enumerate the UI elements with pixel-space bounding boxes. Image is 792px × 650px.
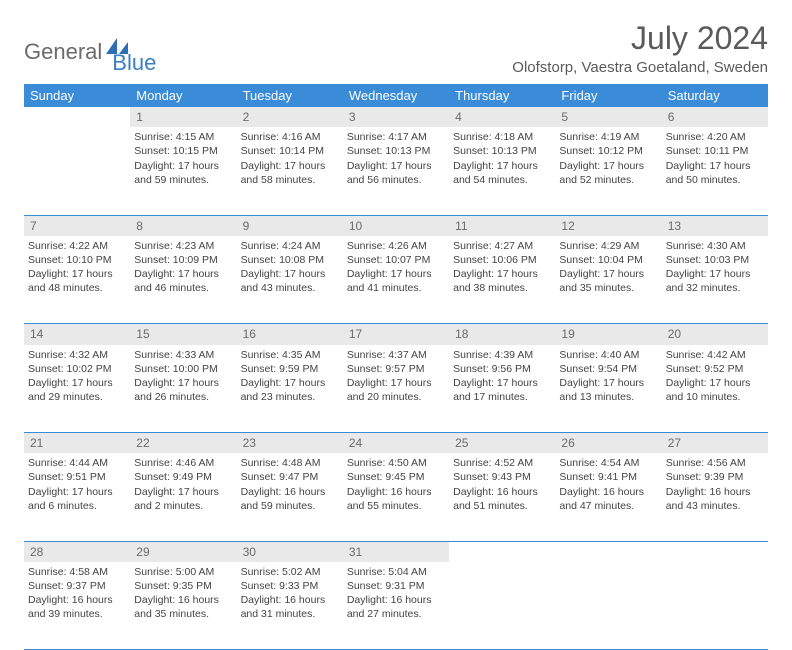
day-info-cell: Sunrise: 4:52 AMSunset: 9:43 PMDaylight:… — [449, 453, 555, 541]
day-info-cell: Sunrise: 4:58 AMSunset: 9:37 PMDaylight:… — [24, 562, 130, 650]
day-info-cell: Sunrise: 4:19 AMSunset: 10:12 PMDaylight… — [555, 127, 661, 215]
day-number-cell: 29 — [130, 541, 236, 562]
day-number-cell: 21 — [24, 433, 130, 454]
day-info-cell: Sunrise: 4:48 AMSunset: 9:47 PMDaylight:… — [237, 453, 343, 541]
day-info-cell: Sunrise: 4:40 AMSunset: 9:54 PMDaylight:… — [555, 345, 661, 433]
weekday-header-row: Sunday Monday Tuesday Wednesday Thursday… — [24, 84, 768, 107]
day-info-cell: Sunrise: 4:16 AMSunset: 10:14 PMDaylight… — [237, 127, 343, 215]
day-info-cell: Sunrise: 4:24 AMSunset: 10:08 PMDaylight… — [237, 236, 343, 324]
day-number-cell: 19 — [555, 324, 661, 345]
day-info-cell: Sunrise: 4:26 AMSunset: 10:07 PMDaylight… — [343, 236, 449, 324]
day-info-cell — [449, 562, 555, 650]
day-number-cell — [662, 541, 768, 562]
day-number-row: 78910111213 — [24, 215, 768, 236]
weekday-header: Saturday — [662, 84, 768, 107]
location-text: Olofstorp, Vaestra Goetaland, Sweden — [512, 59, 768, 76]
day-info-row: Sunrise: 4:58 AMSunset: 9:37 PMDaylight:… — [24, 562, 768, 650]
day-info-cell: Sunrise: 4:18 AMSunset: 10:13 PMDaylight… — [449, 127, 555, 215]
calendar-table: Sunday Monday Tuesday Wednesday Thursday… — [24, 84, 768, 650]
day-info-cell: Sunrise: 4:56 AMSunset: 9:39 PMDaylight:… — [662, 453, 768, 541]
day-number-cell: 6 — [662, 107, 768, 127]
day-number-cell: 12 — [555, 215, 661, 236]
day-number-cell: 30 — [237, 541, 343, 562]
day-info-cell: Sunrise: 4:44 AMSunset: 9:51 PMDaylight:… — [24, 453, 130, 541]
day-number-cell: 3 — [343, 107, 449, 127]
day-number-row: 28293031 — [24, 541, 768, 562]
calendar-body: 123456Sunrise: 4:15 AMSunset: 10:15 PMDa… — [24, 107, 768, 650]
day-info-row: Sunrise: 4:22 AMSunset: 10:10 PMDaylight… — [24, 236, 768, 324]
day-info-cell — [24, 127, 130, 215]
day-number-cell: 28 — [24, 541, 130, 562]
day-info-row: Sunrise: 4:15 AMSunset: 10:15 PMDaylight… — [24, 127, 768, 215]
day-info-cell: Sunrise: 4:15 AMSunset: 10:15 PMDaylight… — [130, 127, 236, 215]
day-number-cell: 26 — [555, 433, 661, 454]
day-number-cell: 1 — [130, 107, 236, 127]
logo-text-1: General — [24, 39, 102, 65]
day-number-cell: 31 — [343, 541, 449, 562]
day-info-cell — [662, 562, 768, 650]
day-number-cell: 11 — [449, 215, 555, 236]
day-number-cell: 2 — [237, 107, 343, 127]
day-number-cell: 7 — [24, 215, 130, 236]
day-info-cell: Sunrise: 4:17 AMSunset: 10:13 PMDaylight… — [343, 127, 449, 215]
day-info-cell: Sunrise: 4:39 AMSunset: 9:56 PMDaylight:… — [449, 345, 555, 433]
day-number-cell: 27 — [662, 433, 768, 454]
day-info-cell: Sunrise: 4:33 AMSunset: 10:00 PMDaylight… — [130, 345, 236, 433]
day-info-cell: Sunrise: 4:46 AMSunset: 9:49 PMDaylight:… — [130, 453, 236, 541]
logo-text-2: Blue — [112, 50, 156, 76]
day-number-row: 21222324252627 — [24, 433, 768, 454]
day-info-cell: Sunrise: 4:27 AMSunset: 10:06 PMDaylight… — [449, 236, 555, 324]
day-number-row: 14151617181920 — [24, 324, 768, 345]
day-info-cell — [555, 562, 661, 650]
day-number-cell: 16 — [237, 324, 343, 345]
day-number-cell: 22 — [130, 433, 236, 454]
weekday-header: Wednesday — [343, 84, 449, 107]
day-info-cell: Sunrise: 5:02 AMSunset: 9:33 PMDaylight:… — [237, 562, 343, 650]
day-info-cell: Sunrise: 4:42 AMSunset: 9:52 PMDaylight:… — [662, 345, 768, 433]
day-number-cell: 25 — [449, 433, 555, 454]
day-info-cell: Sunrise: 4:50 AMSunset: 9:45 PMDaylight:… — [343, 453, 449, 541]
day-info-row: Sunrise: 4:44 AMSunset: 9:51 PMDaylight:… — [24, 453, 768, 541]
day-info-row: Sunrise: 4:32 AMSunset: 10:02 PMDaylight… — [24, 345, 768, 433]
weekday-header: Tuesday — [237, 84, 343, 107]
day-info-cell: Sunrise: 4:37 AMSunset: 9:57 PMDaylight:… — [343, 345, 449, 433]
weekday-header: Monday — [130, 84, 236, 107]
day-number-cell: 15 — [130, 324, 236, 345]
day-number-cell: 10 — [343, 215, 449, 236]
day-number-row: 123456 — [24, 107, 768, 127]
day-number-cell — [24, 107, 130, 127]
day-info-cell: Sunrise: 4:29 AMSunset: 10:04 PMDaylight… — [555, 236, 661, 324]
day-info-cell: Sunrise: 4:54 AMSunset: 9:41 PMDaylight:… — [555, 453, 661, 541]
day-info-cell: Sunrise: 4:30 AMSunset: 10:03 PMDaylight… — [662, 236, 768, 324]
day-number-cell — [449, 541, 555, 562]
weekday-header: Friday — [555, 84, 661, 107]
page-title: July 2024 — [512, 20, 768, 57]
day-info-cell: Sunrise: 4:35 AMSunset: 9:59 PMDaylight:… — [237, 345, 343, 433]
day-number-cell: 9 — [237, 215, 343, 236]
day-info-cell: Sunrise: 4:20 AMSunset: 10:11 PMDaylight… — [662, 127, 768, 215]
weekday-header: Thursday — [449, 84, 555, 107]
day-info-cell: Sunrise: 5:04 AMSunset: 9:31 PMDaylight:… — [343, 562, 449, 650]
weekday-header: Sunday — [24, 84, 130, 107]
day-number-cell: 13 — [662, 215, 768, 236]
day-number-cell: 18 — [449, 324, 555, 345]
day-info-cell: Sunrise: 4:23 AMSunset: 10:09 PMDaylight… — [130, 236, 236, 324]
day-info-cell: Sunrise: 4:22 AMSunset: 10:10 PMDaylight… — [24, 236, 130, 324]
day-info-cell: Sunrise: 4:32 AMSunset: 10:02 PMDaylight… — [24, 345, 130, 433]
day-number-cell: 23 — [237, 433, 343, 454]
day-number-cell: 8 — [130, 215, 236, 236]
day-info-cell: Sunrise: 5:00 AMSunset: 9:35 PMDaylight:… — [130, 562, 236, 650]
day-number-cell: 5 — [555, 107, 661, 127]
day-number-cell: 24 — [343, 433, 449, 454]
day-number-cell: 4 — [449, 107, 555, 127]
day-number-cell: 14 — [24, 324, 130, 345]
day-number-cell: 20 — [662, 324, 768, 345]
logo: General Blue — [24, 20, 156, 76]
day-number-cell — [555, 541, 661, 562]
title-block: July 2024 Olofstorp, Vaestra Goetaland, … — [512, 20, 768, 76]
header: General Blue July 2024 Olofstorp, Vaestr… — [24, 20, 768, 76]
day-number-cell: 17 — [343, 324, 449, 345]
